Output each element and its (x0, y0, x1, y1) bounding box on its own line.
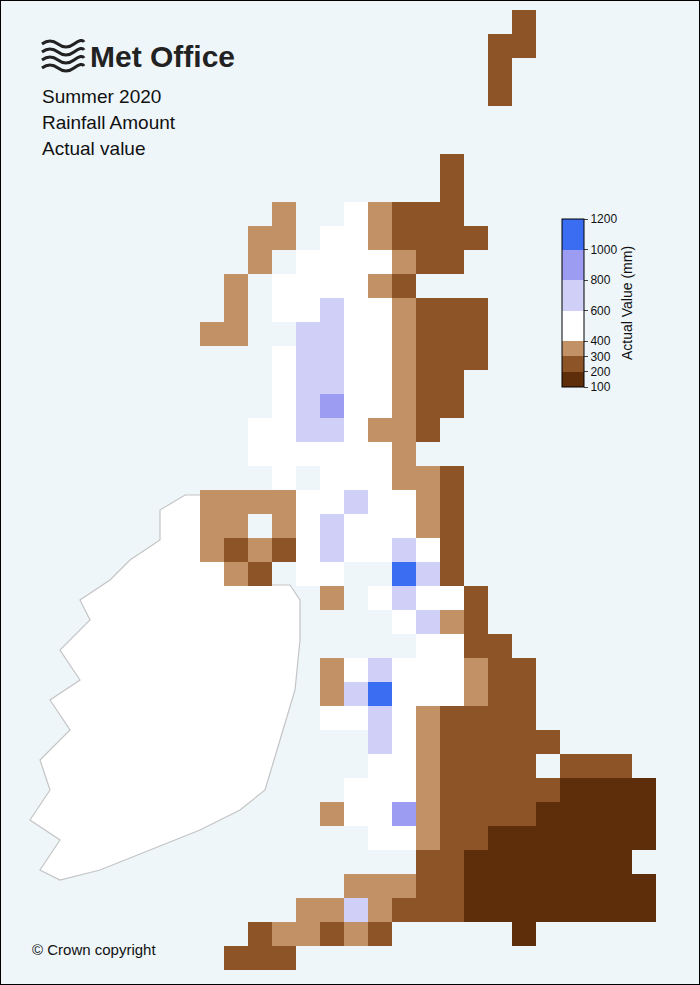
svg-text:Met Office: Met Office (90, 40, 235, 73)
svg-text:800: 800 (590, 273, 610, 287)
svg-text:200: 200 (590, 365, 610, 379)
svg-text:Actual value: Actual value (42, 138, 146, 159)
svg-text:100: 100 (590, 380, 610, 394)
svg-text:1000: 1000 (590, 243, 617, 257)
svg-text:600: 600 (590, 304, 610, 318)
svg-text:Rainfall Amount: Rainfall Amount (42, 112, 176, 133)
svg-text:400: 400 (590, 334, 610, 348)
svg-text:Actual Value (mm): Actual Value (mm) (619, 246, 635, 360)
svg-text:1200: 1200 (590, 212, 617, 226)
svg-text:300: 300 (590, 350, 610, 364)
svg-text:© Crown copyright: © Crown copyright (32, 941, 156, 958)
svg-text:Summer 2020: Summer 2020 (42, 86, 161, 107)
